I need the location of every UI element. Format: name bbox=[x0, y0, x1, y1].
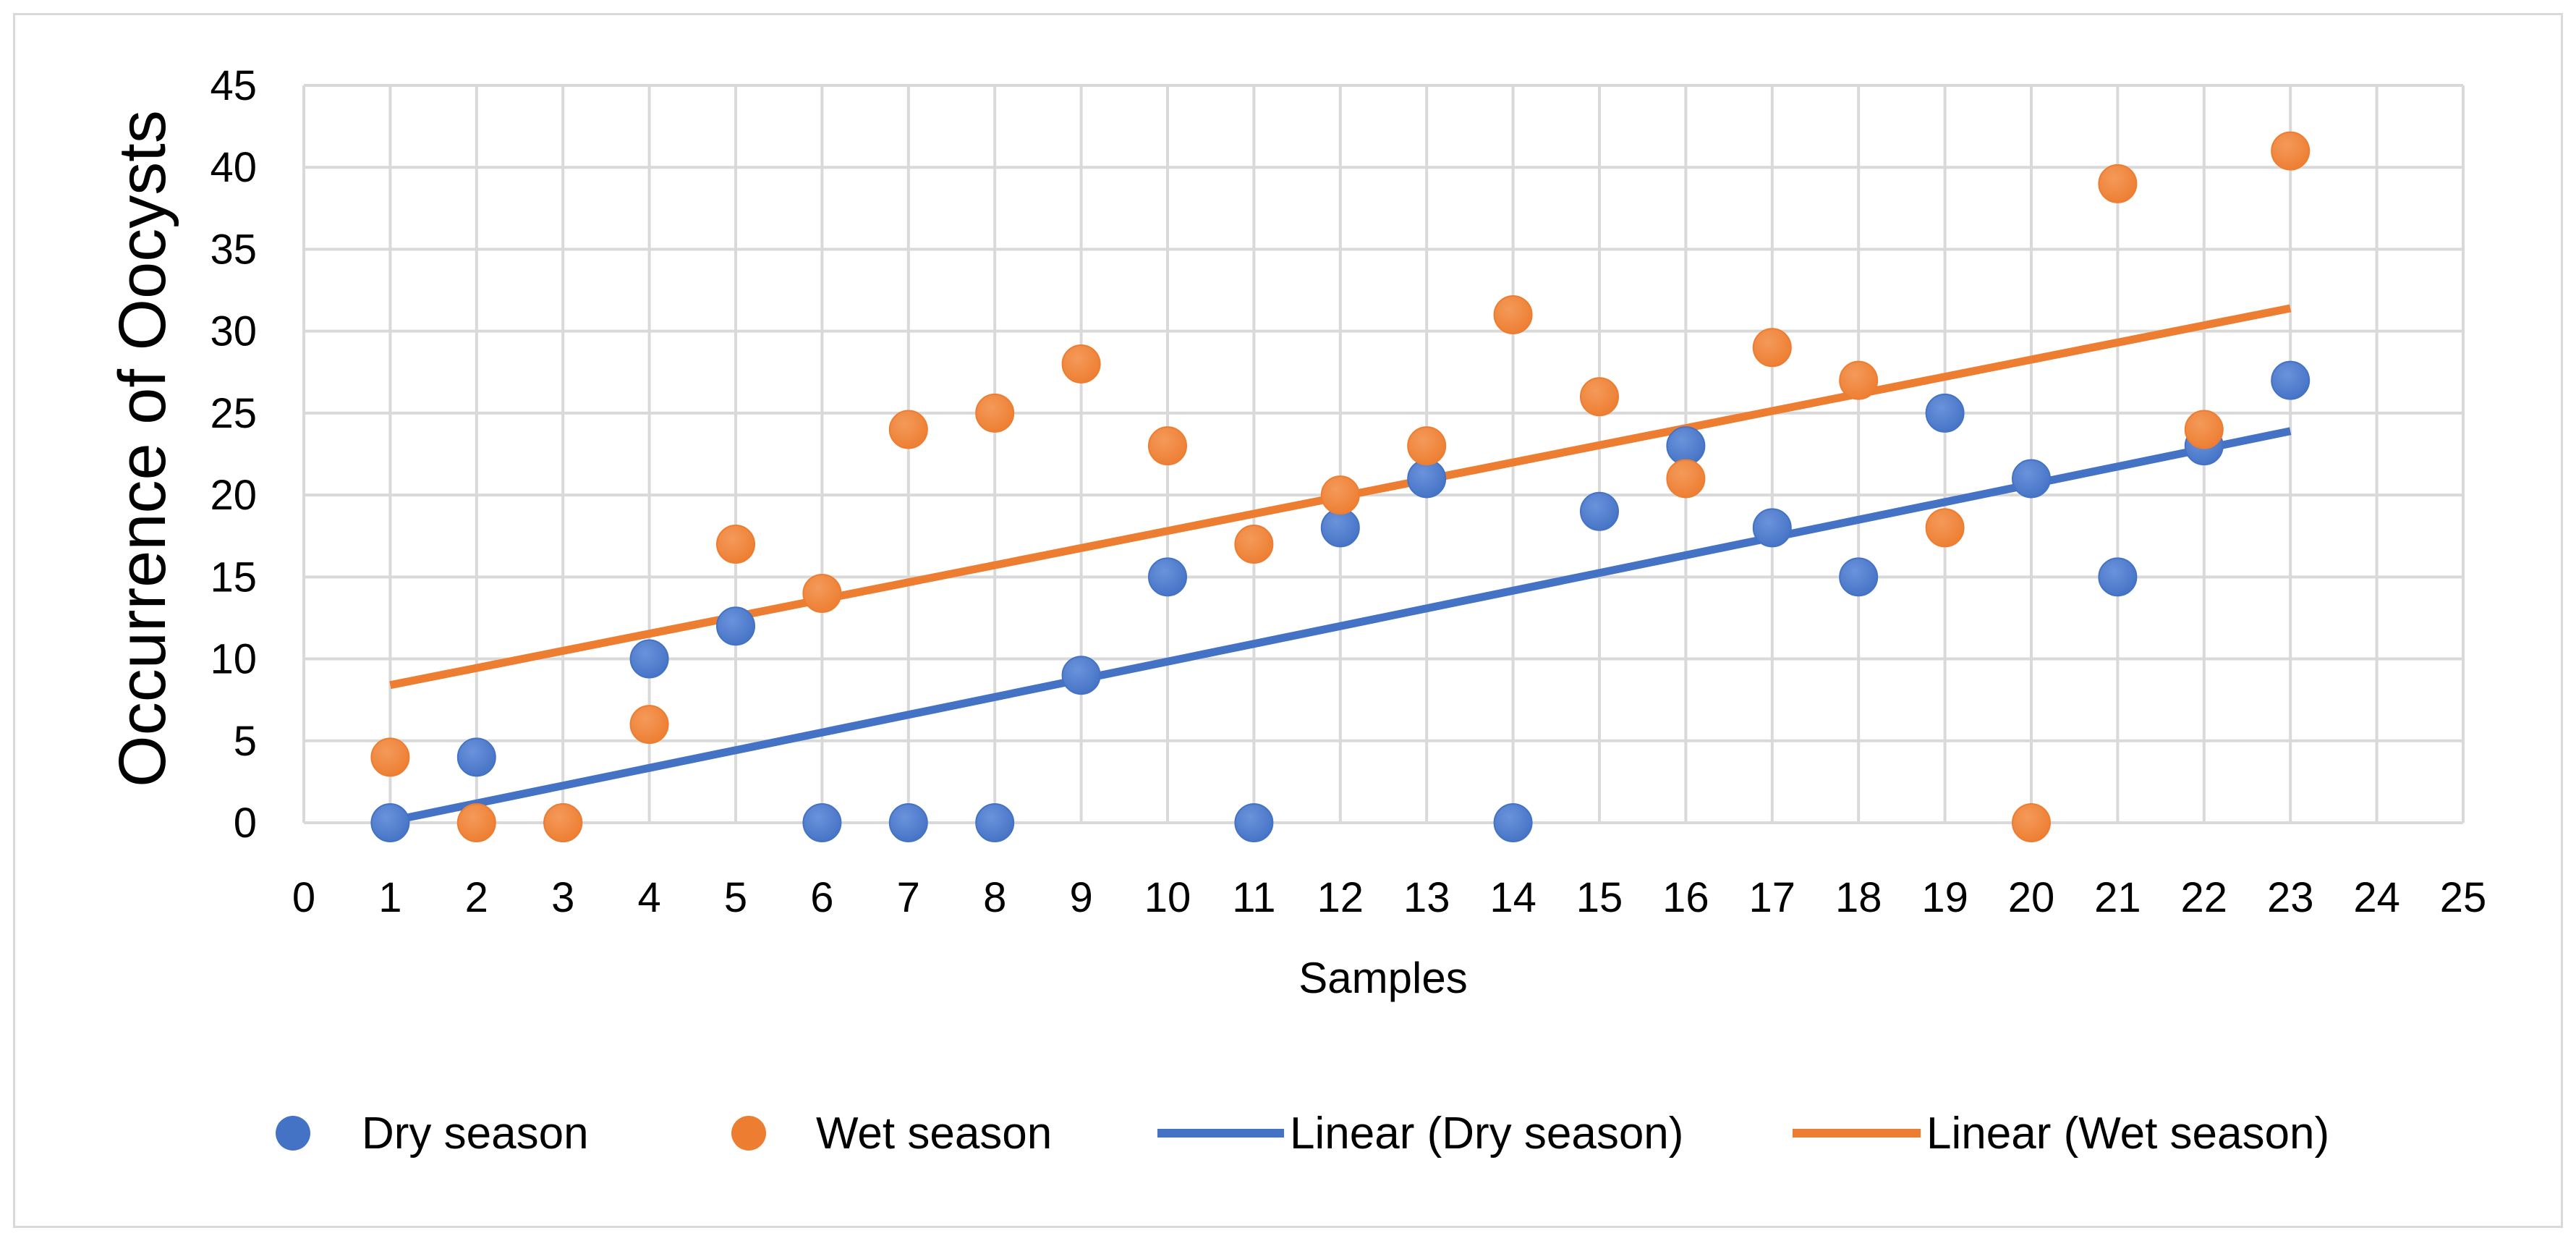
legend-label-linear-wet-season: Linear (Wet season) bbox=[1926, 1109, 2329, 1159]
legend-marker-dry-season bbox=[276, 1116, 310, 1151]
data-point-dry-season[interactable] bbox=[1580, 491, 1619, 531]
data-point-dry-season[interactable] bbox=[1839, 557, 1879, 597]
data-point-wet-season[interactable] bbox=[2098, 164, 2138, 203]
gridlines bbox=[302, 84, 2465, 824]
y-tick-label: 20 bbox=[210, 472, 257, 519]
data-point-wet-season[interactable] bbox=[1234, 525, 1274, 564]
x-tick-label: 20 bbox=[2008, 874, 2055, 921]
y-tick-label: 25 bbox=[210, 390, 257, 437]
legend-label-linear-dry-season: Linear (Dry season) bbox=[1290, 1109, 1683, 1159]
data-point-wet-season[interactable] bbox=[1666, 459, 1706, 499]
x-tick-label: 13 bbox=[1403, 874, 1450, 921]
x-tick-label: 0 bbox=[292, 874, 315, 921]
legend-label-dry-season: Dry season bbox=[362, 1109, 589, 1159]
legend-item-wet-season[interactable]: Wet season bbox=[731, 1109, 1052, 1159]
data-point-dry-season[interactable] bbox=[2012, 459, 2051, 499]
data-point-dry-season[interactable] bbox=[888, 803, 928, 842]
legend: Dry season Wet season Linear (Dry season… bbox=[276, 1109, 2329, 1159]
x-tick-label: 17 bbox=[1749, 874, 1796, 921]
data-point-dry-season[interactable] bbox=[629, 639, 669, 679]
data-point-wet-season[interactable] bbox=[2012, 803, 2051, 842]
x-tick-label: 12 bbox=[1317, 874, 1364, 921]
data-points bbox=[370, 131, 2311, 842]
data-point-dry-season[interactable] bbox=[716, 606, 755, 646]
data-point-dry-season[interactable] bbox=[2271, 360, 2311, 400]
x-tick-label: 14 bbox=[1489, 874, 1536, 921]
x-tick-label: 6 bbox=[810, 874, 833, 921]
x-tick-label: 1 bbox=[378, 874, 401, 921]
x-tick-label: 16 bbox=[1662, 874, 1709, 921]
data-point-wet-season[interactable] bbox=[456, 803, 496, 842]
tick-labels: 0 1 2 3 4 5 6 7 8 9 10 11 12 13 14 15 16 17 18 19 20 21 22 23 24… bbox=[210, 62, 2486, 921]
chart-frame bbox=[13, 13, 2563, 1228]
data-point-dry-season[interactable] bbox=[1666, 426, 1706, 466]
y-tick-label: 10 bbox=[210, 636, 257, 683]
data-point-wet-season[interactable] bbox=[888, 410, 928, 449]
data-point-wet-season[interactable] bbox=[1061, 344, 1101, 384]
data-point-wet-season[interactable] bbox=[629, 705, 669, 745]
data-point-wet-season[interactable] bbox=[716, 525, 755, 564]
data-point-wet-season[interactable] bbox=[1580, 377, 1619, 417]
data-point-dry-season[interactable] bbox=[1320, 508, 1360, 548]
x-tick-label: 18 bbox=[1835, 874, 1882, 921]
y-axis-title: Occurrence of Oocysts bbox=[106, 110, 179, 787]
legend-item-linear-wet-season[interactable]: Linear (Wet season) bbox=[1793, 1109, 2329, 1159]
data-point-wet-season[interactable] bbox=[2271, 131, 2311, 171]
data-point-wet-season[interactable] bbox=[1752, 328, 1792, 368]
x-tick-label: 5 bbox=[724, 874, 747, 921]
x-tick-label: 19 bbox=[1921, 874, 1968, 921]
y-tick-label: 45 bbox=[210, 62, 257, 109]
legend-item-linear-dry-season[interactable]: Linear (Dry season) bbox=[1157, 1109, 1683, 1159]
data-point-wet-season[interactable] bbox=[2184, 410, 2224, 449]
data-point-wet-season[interactable] bbox=[1320, 475, 1360, 515]
data-point-dry-season[interactable] bbox=[2098, 557, 2138, 597]
y-tick-label: 5 bbox=[234, 718, 257, 765]
x-tick-label: 25 bbox=[2440, 874, 2487, 921]
y-tick-label: 30 bbox=[210, 308, 257, 355]
data-point-wet-season[interactable] bbox=[1925, 508, 1965, 548]
legend-item-dry-season[interactable]: Dry season bbox=[276, 1109, 589, 1159]
x-tick-label: 9 bbox=[1069, 874, 1092, 921]
data-point-wet-season[interactable] bbox=[1493, 295, 1533, 335]
data-point-dry-season[interactable] bbox=[1407, 459, 1447, 499]
data-point-wet-season[interactable] bbox=[1148, 426, 1187, 466]
data-point-dry-season[interactable] bbox=[802, 803, 842, 842]
x-tick-label: 24 bbox=[2353, 874, 2400, 921]
data-point-dry-season[interactable] bbox=[1493, 803, 1533, 842]
legend-label-wet-season: Wet season bbox=[816, 1109, 1052, 1159]
data-point-dry-season[interactable] bbox=[1061, 656, 1101, 695]
x-tick-label: 2 bbox=[465, 874, 488, 921]
x-tick-label: 8 bbox=[983, 874, 1006, 921]
x-tick-label: 10 bbox=[1144, 874, 1191, 921]
data-point-wet-season[interactable] bbox=[975, 393, 1015, 433]
legend-marker-wet-season bbox=[731, 1116, 766, 1151]
x-tick-label: 7 bbox=[897, 874, 920, 921]
trendline-dry-season bbox=[389, 427, 2292, 826]
y-tick-label: 40 bbox=[210, 144, 257, 191]
data-point-wet-season[interactable] bbox=[370, 737, 410, 777]
data-point-dry-season[interactable] bbox=[1148, 557, 1187, 597]
x-tick-label: 11 bbox=[1232, 874, 1275, 921]
x-tick-label: 4 bbox=[637, 874, 660, 921]
y-tick-label: 35 bbox=[210, 226, 257, 273]
data-point-dry-season[interactable] bbox=[1752, 508, 1792, 548]
x-tick-label: 15 bbox=[1576, 874, 1623, 921]
x-axis-title: Samples bbox=[1298, 954, 1467, 1002]
x-tick-label: 21 bbox=[2094, 874, 2141, 921]
data-point-wet-season[interactable] bbox=[802, 573, 842, 613]
data-point-dry-season[interactable] bbox=[456, 737, 496, 777]
x-tick-label: 3 bbox=[551, 874, 574, 921]
data-point-dry-season[interactable] bbox=[1925, 393, 1965, 433]
x-tick-label: 22 bbox=[2181, 874, 2228, 921]
data-point-wet-season[interactable] bbox=[1839, 360, 1879, 400]
data-point-dry-season[interactable] bbox=[1234, 803, 1274, 842]
data-point-wet-season[interactable] bbox=[1407, 426, 1447, 466]
data-point-dry-season[interactable] bbox=[975, 803, 1015, 842]
data-point-wet-season[interactable] bbox=[543, 803, 583, 842]
y-tick-label: 15 bbox=[210, 554, 257, 601]
x-tick-label: 23 bbox=[2267, 874, 2314, 921]
data-point-dry-season[interactable] bbox=[370, 803, 410, 842]
y-tick-label: 0 bbox=[234, 800, 257, 847]
